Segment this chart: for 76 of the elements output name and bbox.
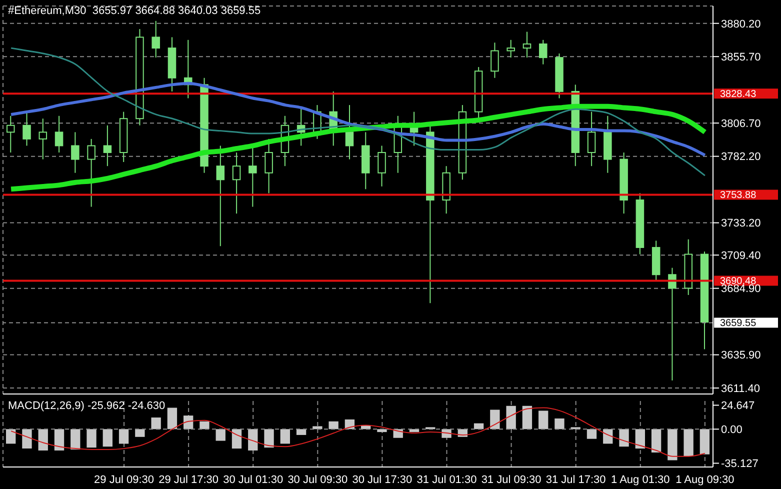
bar <box>651 429 662 452</box>
candlestick <box>232 152 241 214</box>
y-tick-label: 24.647 <box>721 400 755 412</box>
y-tick-label: 3733.20 <box>721 218 761 230</box>
x-tick-label: 31 Jul 17:30 <box>546 474 606 486</box>
bar <box>312 426 322 430</box>
ref-line-label: 3659.55 <box>720 318 757 330</box>
bar <box>490 410 500 430</box>
x-tick-label: 30 Jul 17:30 <box>352 474 412 486</box>
candlestick <box>587 111 596 167</box>
candlestick <box>103 124 112 167</box>
ref-line-label: 3828.43 <box>720 89 757 100</box>
candlestick <box>71 132 80 174</box>
x-tick-label: 31 Jul 01:30 <box>416 474 477 486</box>
bar <box>216 429 226 441</box>
candlestick <box>378 145 386 187</box>
bar <box>296 429 306 435</box>
bar <box>506 406 516 430</box>
bar <box>151 418 161 430</box>
bar <box>635 429 645 449</box>
bar <box>22 429 32 449</box>
bar <box>248 429 258 450</box>
bar <box>232 429 242 449</box>
bar <box>54 429 64 450</box>
y-tick-label: 3782.20 <box>721 151 761 164</box>
y-tick-label: 3855.70 <box>721 52 761 64</box>
y-tick-label: 3611.40 <box>721 382 760 395</box>
line-series <box>10 47 706 176</box>
bar <box>102 429 112 447</box>
bar <box>70 429 80 450</box>
bar <box>280 429 290 444</box>
candlestick <box>54 115 64 154</box>
ref-line-label: 3753.88 <box>720 190 757 202</box>
candlestick <box>22 111 31 146</box>
bar <box>554 418 564 430</box>
bar <box>668 429 678 460</box>
candlestick <box>152 20 160 58</box>
bar <box>377 429 387 432</box>
bar <box>538 410 548 430</box>
bar <box>522 406 532 430</box>
x-tick-label: 1 Aug 01:30 <box>611 474 670 486</box>
bar <box>167 408 178 430</box>
bar <box>118 429 129 444</box>
y-tick-label: -35.127 <box>721 458 758 470</box>
bar <box>586 429 597 439</box>
x-tick-label: 29 Jul 09:30 <box>94 474 154 486</box>
bar <box>86 429 96 448</box>
x-tick-label: 30 Jul 01:30 <box>223 474 284 486</box>
y-tick-label: 3806.70 <box>721 118 761 130</box>
bar <box>619 429 629 447</box>
y-tick-label: 3709.40 <box>721 250 761 262</box>
candlestick <box>6 115 15 154</box>
candlestick <box>38 118 48 160</box>
x-tick-label: 30 Jul 09:30 <box>288 474 348 486</box>
bar <box>6 429 16 444</box>
candlestick <box>539 39 548 65</box>
candlestick <box>522 31 532 58</box>
x-tick-label: 29 Jul 17:30 <box>158 474 219 486</box>
y-tick-label: 3635.90 <box>721 350 761 362</box>
candlestick <box>490 42 499 78</box>
y-tick-label: 0.00 <box>721 424 742 436</box>
candlestick <box>506 39 515 58</box>
x-tick-label: 1 Aug 09:30 <box>676 474 734 486</box>
bar <box>200 421 210 430</box>
bar <box>135 429 145 437</box>
x-tick-label: 31 Jul 09:30 <box>481 474 542 486</box>
chart-title: MACD(12,26,9) -25.962 -24.630 <box>8 400 166 412</box>
bar <box>328 421 338 430</box>
candlestick <box>216 145 225 247</box>
bar <box>700 429 710 454</box>
candlestick <box>87 138 96 208</box>
chart-title: #Ethereum,M30 3655.97 3664.88 3640.03 3659.55 <box>8 5 261 17</box>
bar <box>38 429 48 450</box>
bar <box>684 429 694 456</box>
y-tick-label: 3880.20 <box>721 18 761 30</box>
bar <box>264 429 274 448</box>
